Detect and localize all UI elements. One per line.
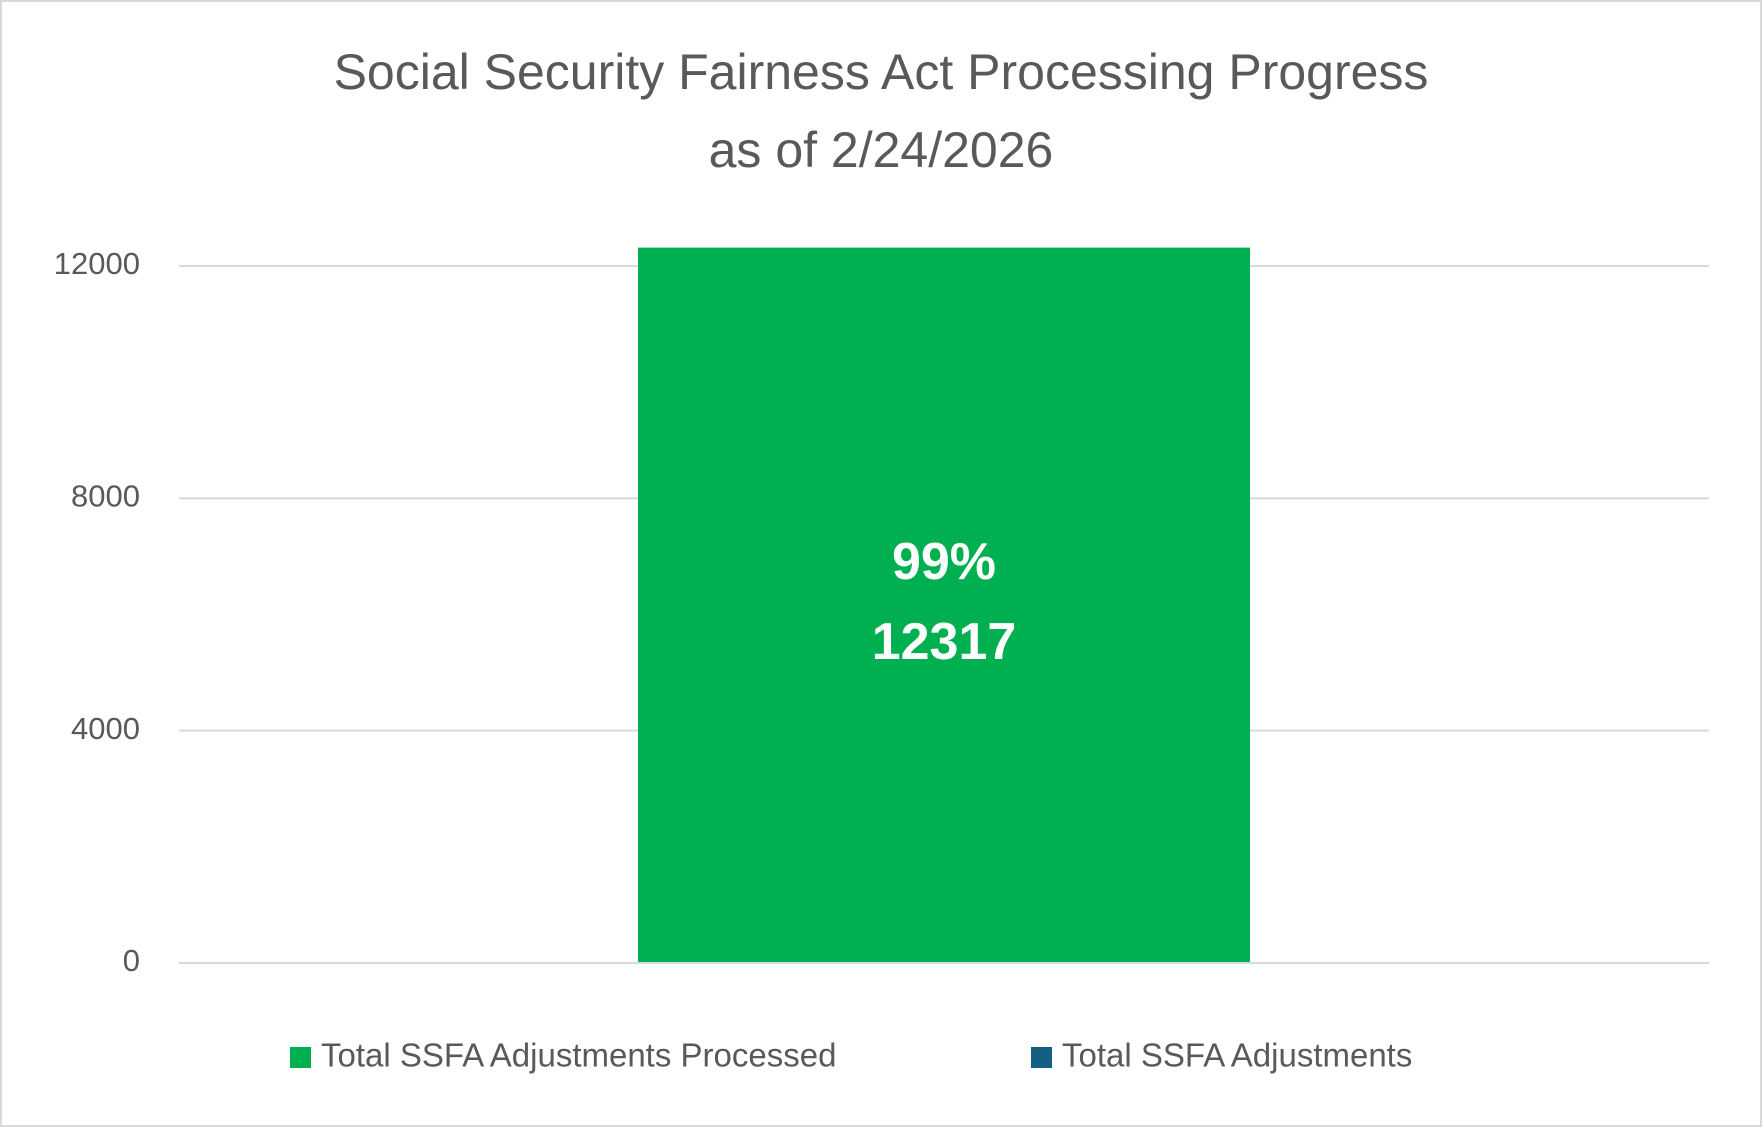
y-tick-label: 4000 <box>71 711 140 746</box>
legend-label: Total SSFA Adjustments Processed <box>321 1037 836 1074</box>
legend-label: Total SSFA Adjustments <box>1062 1037 1412 1074</box>
y-tick-label: 8000 <box>71 479 140 514</box>
legend-swatch <box>1031 1047 1052 1068</box>
bar <box>638 247 1250 963</box>
chart-subtitle: as of 2/24/2026 <box>709 122 1054 178</box>
chart-title: Social Security Fairness Act Processing … <box>334 44 1429 100</box>
y-tick-label: 0 <box>123 943 140 978</box>
legend-swatch <box>290 1047 311 1068</box>
y-tick-label: 12000 <box>54 246 140 281</box>
data-label-percent: 99% <box>892 533 996 591</box>
data-label: 12317 <box>872 613 1017 671</box>
